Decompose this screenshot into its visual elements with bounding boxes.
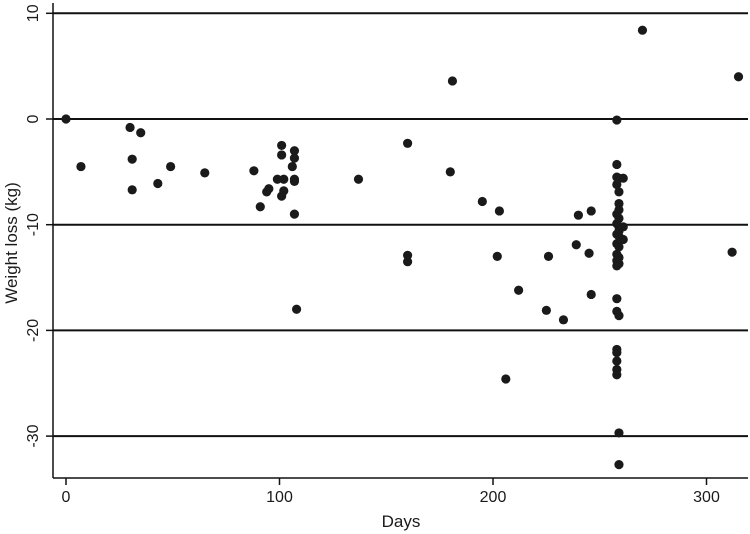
data-point-78 <box>618 222 628 232</box>
data-point-10 <box>255 202 265 212</box>
data-point-38 <box>543 251 554 262</box>
data-point-65 <box>614 198 624 209</box>
data-point-23 <box>289 209 300 219</box>
data-point-12 <box>264 184 274 194</box>
data-point-25 <box>291 304 302 314</box>
data-point-60 <box>612 356 622 366</box>
y-tick-label-0: 0 <box>25 114 42 123</box>
data-point-67 <box>614 213 624 223</box>
x-tick-label-100: 100 <box>266 489 293 506</box>
data-point-34 <box>494 206 505 216</box>
data-point-43 <box>586 206 596 216</box>
data-point-46 <box>612 159 622 170</box>
x-tick-label-200: 200 <box>480 489 507 506</box>
data-point-33 <box>492 251 502 262</box>
y-tick-label-neg20: -20 <box>25 319 42 342</box>
y-tick-label-neg10: -10 <box>25 213 42 236</box>
data-point-17 <box>279 186 289 196</box>
data-point-36 <box>514 285 524 295</box>
data-point-42 <box>584 248 594 258</box>
data-point-80 <box>637 25 648 35</box>
grid-lines <box>53 12 748 438</box>
data-point-39 <box>558 315 569 325</box>
data-point-56 <box>612 294 622 304</box>
x-tick-label-0: 0 <box>62 489 71 506</box>
data-point-22 <box>289 153 300 163</box>
data-points <box>61 25 744 470</box>
data-point-45 <box>612 115 622 125</box>
data-point-5 <box>136 128 146 138</box>
data-point-79 <box>618 234 628 245</box>
data-point-21 <box>289 146 300 156</box>
data-point-27 <box>403 138 413 148</box>
data-point-59 <box>612 347 622 358</box>
data-point-32 <box>477 196 487 207</box>
y-axis-title: Weight loss (kg) <box>2 182 21 304</box>
data-point-44 <box>586 289 596 300</box>
axes: 100-10-20-300 100 200 300 <box>25 3 748 506</box>
data-point-29 <box>403 257 413 267</box>
data-point-28 <box>403 250 413 260</box>
data-point-74 <box>614 311 624 321</box>
data-point-24 <box>289 176 300 186</box>
data-point-13 <box>272 174 282 184</box>
data-point-26 <box>353 174 364 184</box>
data-point-8 <box>200 168 210 178</box>
data-point-72 <box>614 252 624 263</box>
data-point-31 <box>447 76 458 86</box>
data-point-35 <box>501 374 511 384</box>
data-point-19 <box>287 161 297 172</box>
data-point-3 <box>127 154 137 164</box>
x-tick-label-300: 300 <box>693 489 720 506</box>
data-point-77 <box>618 173 628 183</box>
data-point-40 <box>571 240 581 250</box>
data-point-9 <box>249 166 259 176</box>
data-point-4 <box>127 185 137 195</box>
data-point-82 <box>733 72 744 82</box>
data-point-0 <box>61 114 71 124</box>
data-point-7 <box>166 161 176 172</box>
data-point-76 <box>614 460 624 470</box>
data-point-41 <box>573 210 584 220</box>
data-point-71 <box>614 242 624 252</box>
data-point-2 <box>125 122 135 133</box>
x-axis-title: Days <box>382 512 421 531</box>
data-point-6 <box>153 178 163 189</box>
data-point-66 <box>614 205 624 215</box>
data-point-14 <box>277 140 287 151</box>
data-point-81 <box>727 247 737 257</box>
data-point-18 <box>279 174 289 184</box>
y-tick-label-10: 10 <box>25 4 42 22</box>
data-point-73 <box>614 259 624 269</box>
data-point-64 <box>614 187 624 197</box>
data-point-62 <box>612 370 622 380</box>
data-point-30 <box>445 167 455 177</box>
data-point-75 <box>614 428 624 438</box>
data-point-1 <box>76 161 86 172</box>
data-point-37 <box>541 305 551 315</box>
y-tick-label-neg30: -30 <box>25 424 42 447</box>
data-point-15 <box>277 150 287 160</box>
